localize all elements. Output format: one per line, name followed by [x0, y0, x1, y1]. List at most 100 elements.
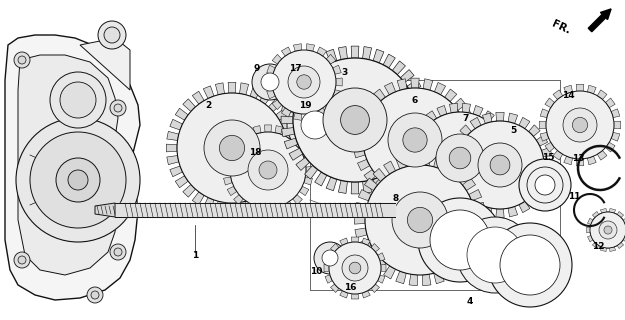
Polygon shape: [167, 156, 179, 164]
Polygon shape: [465, 148, 476, 158]
Circle shape: [204, 120, 260, 176]
Polygon shape: [306, 113, 314, 120]
Polygon shape: [289, 148, 303, 160]
Polygon shape: [284, 129, 294, 139]
Polygon shape: [618, 243, 624, 249]
Polygon shape: [416, 186, 428, 197]
Polygon shape: [416, 119, 428, 130]
Circle shape: [456, 121, 544, 209]
Text: FR.: FR.: [550, 18, 572, 36]
Polygon shape: [351, 182, 359, 194]
Text: 15: 15: [542, 153, 554, 162]
Polygon shape: [541, 148, 552, 157]
Polygon shape: [460, 125, 471, 136]
Polygon shape: [611, 109, 620, 117]
Polygon shape: [242, 201, 252, 211]
Circle shape: [50, 72, 106, 128]
Circle shape: [114, 248, 122, 256]
Polygon shape: [467, 136, 477, 144]
FancyArrow shape: [588, 9, 611, 32]
Polygon shape: [299, 186, 309, 196]
Text: 8: 8: [393, 194, 399, 203]
Polygon shape: [417, 116, 429, 124]
Polygon shape: [317, 47, 327, 56]
Polygon shape: [18, 55, 118, 275]
Polygon shape: [276, 176, 289, 188]
Polygon shape: [296, 69, 309, 83]
Polygon shape: [373, 259, 386, 272]
Polygon shape: [592, 212, 599, 218]
Polygon shape: [614, 121, 621, 129]
Polygon shape: [434, 83, 446, 95]
Polygon shape: [452, 184, 464, 195]
Polygon shape: [267, 90, 275, 99]
Polygon shape: [281, 116, 293, 124]
Polygon shape: [536, 184, 548, 195]
Polygon shape: [409, 274, 418, 286]
Polygon shape: [601, 209, 606, 213]
Polygon shape: [192, 192, 204, 205]
Circle shape: [288, 66, 320, 98]
Polygon shape: [475, 216, 486, 224]
Polygon shape: [358, 189, 371, 201]
Circle shape: [388, 113, 442, 167]
Polygon shape: [384, 83, 396, 95]
Polygon shape: [592, 243, 599, 249]
Polygon shape: [423, 190, 433, 201]
Circle shape: [314, 242, 346, 274]
Polygon shape: [304, 165, 318, 179]
Polygon shape: [496, 209, 504, 218]
Polygon shape: [411, 192, 419, 202]
Polygon shape: [355, 202, 367, 212]
Polygon shape: [448, 161, 456, 169]
Polygon shape: [338, 180, 348, 194]
Circle shape: [430, 210, 490, 270]
Polygon shape: [351, 294, 359, 299]
Polygon shape: [371, 284, 379, 292]
Polygon shape: [234, 195, 243, 204]
Polygon shape: [253, 206, 261, 214]
Circle shape: [87, 287, 103, 303]
Circle shape: [287, 97, 343, 153]
Polygon shape: [392, 61, 406, 75]
Circle shape: [18, 56, 26, 64]
Polygon shape: [250, 86, 261, 99]
Polygon shape: [444, 161, 456, 174]
Polygon shape: [609, 209, 616, 213]
Polygon shape: [416, 103, 429, 112]
Polygon shape: [364, 178, 378, 190]
Polygon shape: [228, 186, 237, 196]
Polygon shape: [454, 259, 467, 272]
Polygon shape: [264, 125, 271, 132]
Polygon shape: [284, 201, 294, 211]
Text: 19: 19: [299, 100, 311, 109]
Polygon shape: [444, 89, 457, 102]
Polygon shape: [407, 148, 421, 160]
Circle shape: [18, 256, 26, 264]
Polygon shape: [444, 178, 457, 191]
Text: 3: 3: [342, 68, 348, 76]
Polygon shape: [284, 138, 298, 149]
Polygon shape: [373, 177, 384, 191]
Text: 10: 10: [310, 268, 322, 276]
Polygon shape: [269, 185, 281, 197]
Polygon shape: [223, 166, 230, 173]
Polygon shape: [285, 132, 297, 140]
Polygon shape: [234, 136, 243, 145]
Polygon shape: [351, 237, 359, 242]
Text: 18: 18: [249, 148, 261, 156]
Polygon shape: [384, 161, 396, 174]
Polygon shape: [401, 69, 414, 83]
Polygon shape: [452, 135, 464, 146]
Polygon shape: [357, 109, 370, 121]
Polygon shape: [553, 150, 562, 160]
Polygon shape: [553, 90, 562, 100]
Polygon shape: [449, 203, 458, 213]
Polygon shape: [540, 132, 549, 141]
Polygon shape: [483, 111, 494, 122]
Polygon shape: [426, 111, 437, 122]
Polygon shape: [315, 172, 327, 186]
Polygon shape: [473, 200, 483, 211]
Circle shape: [30, 132, 126, 228]
Polygon shape: [384, 185, 396, 197]
